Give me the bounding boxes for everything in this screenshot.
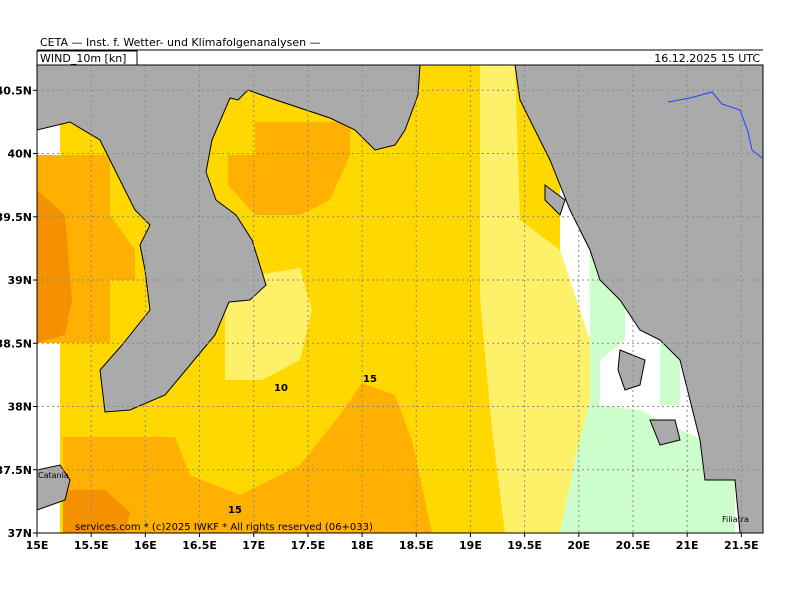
- x-tick-label: 21E: [676, 539, 699, 552]
- island-corfu: [544, 184, 566, 216]
- x-tick-label: 19E: [459, 539, 482, 552]
- y-tick-label: 39.5N: [0, 211, 32, 224]
- wind-field-orange: [63, 383, 432, 533]
- wind-field-light-yellow: [480, 65, 590, 533]
- x-tick-label: 19.5E: [507, 539, 542, 552]
- plot-area: 10 15 15 Catania Filiatra services.com *…: [37, 65, 763, 533]
- y-tick-label: 40N: [7, 148, 32, 161]
- y-tick-label: 37.5N: [0, 464, 32, 477]
- land-greece: [514, 65, 763, 533]
- copyright: services.com * (c)2025 IWKF * All rights…: [75, 522, 373, 533]
- x-tick-label: 21.5E: [724, 539, 759, 552]
- y-tick-label: 39N: [7, 274, 32, 287]
- place-label: Filiatra: [722, 515, 749, 524]
- graticule: [37, 65, 763, 533]
- plot-frame: [36, 64, 764, 534]
- institute-title: CETA — Inst. f. Wetter- und Klimafolgena…: [40, 36, 321, 49]
- y-tick-label: 37N: [7, 527, 32, 540]
- land-sicily: [37, 464, 71, 511]
- wind-field-green: [560, 252, 735, 533]
- contour-label: 15: [363, 374, 377, 385]
- x-tick-label: 18.5E: [399, 539, 434, 552]
- y-tick-label: 40.5N: [0, 84, 32, 97]
- x-tick-label: 15.5E: [74, 539, 109, 552]
- valid-time: 16.12.2025 15 UTC: [654, 52, 760, 65]
- x-tick-label: 17.5E: [291, 539, 326, 552]
- island-kefalonia: [617, 349, 646, 391]
- contour-label: 15: [228, 505, 242, 516]
- y-tick-label: 38.5N: [0, 337, 32, 350]
- x-tick-label: 20.5E: [616, 539, 651, 552]
- contour-label: 10: [274, 383, 288, 394]
- x-tick-label: 17E: [242, 539, 265, 552]
- x-tick-label: 20E: [567, 539, 590, 552]
- variable-label: WIND_10m [kn]: [40, 52, 126, 65]
- x-tick-label: 15E: [26, 539, 49, 552]
- x-tick-label: 16E: [134, 539, 157, 552]
- x-tick-label: 16.5E: [182, 539, 217, 552]
- y-tick-label: 38N: [7, 401, 32, 414]
- wind-field-orange: [228, 122, 350, 215]
- wind-field-dark-orange: [37, 190, 72, 343]
- land-italy: [37, 65, 421, 413]
- x-tick-label: 18E: [351, 539, 374, 552]
- wind-field-dark-orange: [63, 490, 130, 533]
- wind-field-green: [660, 343, 680, 405]
- axis-ticks: 15E 15.5E 16E 16.5E 17E 17.5E 18E 18.5E 19E 19.5E…: [0, 84, 759, 552]
- place-label: Catania: [38, 471, 69, 480]
- island-zakynthos: [649, 419, 681, 446]
- border-river: [667, 91, 763, 159]
